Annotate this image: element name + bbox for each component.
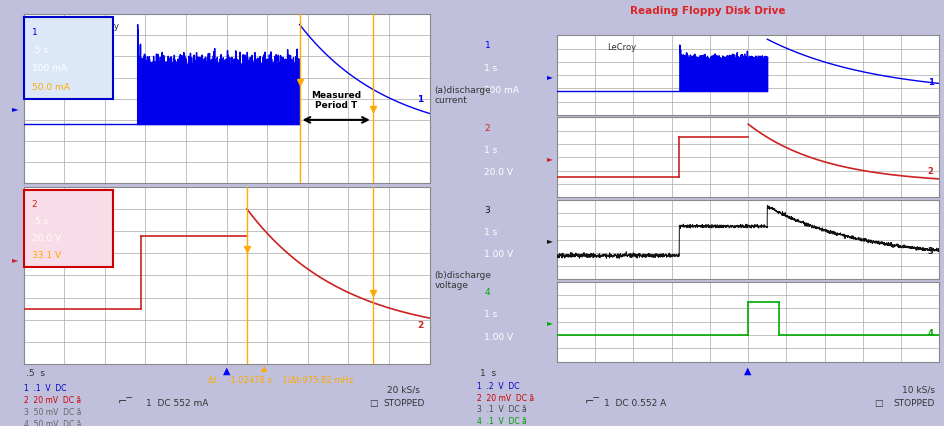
Text: 3: 3 (928, 246, 934, 255)
Text: ▲: ▲ (261, 364, 267, 373)
Text: ⌐‾: ⌐‾ (118, 397, 133, 407)
Text: STOPPED: STOPPED (383, 398, 425, 407)
Text: 33.1 V: 33.1 V (32, 250, 60, 260)
Text: 1 s: 1 s (484, 63, 497, 72)
Text: 1  .1  V  DC: 1 .1 V DC (24, 383, 66, 392)
Text: STOPPED: STOPPED (893, 398, 935, 407)
Text: 100 mA: 100 mA (32, 64, 67, 73)
Text: ►: ► (548, 72, 553, 81)
Text: 1.00 V: 1.00 V (484, 332, 514, 341)
Text: □: □ (369, 398, 378, 407)
Text: 20.0 V: 20.0 V (484, 168, 514, 177)
Text: 3  50 mV  DC ã: 3 50 mV DC ã (24, 407, 81, 416)
Text: ►: ► (548, 153, 553, 162)
Text: 2  20 mV  DC ã: 2 20 mV DC ã (477, 393, 534, 402)
Text: 2: 2 (928, 167, 934, 176)
Text: .5 s: .5 s (32, 46, 48, 55)
Text: 3  .1  V  DC ã: 3 .1 V DC ã (477, 405, 527, 414)
Text: (a)discharge
current: (a)discharge current (434, 86, 491, 105)
Text: 200 mA: 200 mA (484, 86, 519, 95)
Text: 1 s: 1 s (484, 310, 497, 319)
Text: 1: 1 (32, 28, 38, 37)
Text: .5 s: .5 s (32, 217, 48, 226)
Text: ►: ► (12, 254, 19, 263)
Text: LeCroy: LeCroy (607, 43, 636, 52)
Text: 3: 3 (484, 205, 490, 214)
Text: 4  .1  V  DC ã: 4 .1 V DC ã (477, 417, 527, 426)
Text: (b)discharge
voltage: (b)discharge voltage (434, 271, 491, 290)
Text: 1 s: 1 s (484, 227, 497, 236)
Text: □: □ (874, 398, 883, 407)
Text: 20 kS/s: 20 kS/s (387, 385, 420, 394)
Text: ▲: ▲ (223, 365, 230, 375)
Text: 1: 1 (417, 95, 424, 104)
Text: ►: ► (12, 104, 19, 112)
Text: 1  DC 0.552 A: 1 DC 0.552 A (604, 398, 666, 407)
Text: 2  20 mV  DC ã: 2 20 mV DC ã (24, 395, 81, 404)
Text: 4: 4 (928, 328, 934, 337)
Text: 20.0 V: 20.0 V (32, 234, 60, 243)
Text: ▲: ▲ (745, 365, 751, 375)
Text: 1: 1 (484, 41, 490, 50)
Text: 1: 1 (928, 78, 934, 87)
Text: 1  s: 1 s (480, 368, 496, 377)
Text: 1  DC 552 mA: 1 DC 552 mA (146, 398, 209, 407)
Text: Measured
Period T: Measured Period T (312, 91, 362, 110)
Text: LeCroy: LeCroy (89, 22, 120, 31)
Text: 4: 4 (484, 287, 490, 296)
Text: 50.0 mA: 50.0 mA (32, 82, 70, 91)
Text: ►: ► (548, 236, 553, 245)
Text: 2: 2 (417, 320, 424, 329)
Text: ⌐‾: ⌐‾ (585, 397, 600, 407)
Text: .5  s: .5 s (26, 368, 45, 377)
Text: 4  50 mV  DC ã: 4 50 mV DC ã (24, 419, 81, 426)
Text: 1 s: 1 s (484, 146, 497, 155)
Text: 10 kS/s: 10 kS/s (902, 385, 935, 394)
Text: Reading Floppy Disk Drive: Reading Floppy Disk Drive (631, 6, 785, 16)
Text: 2: 2 (32, 200, 38, 209)
FancyBboxPatch shape (24, 191, 113, 267)
Text: 1.00 V: 1.00 V (484, 250, 514, 259)
FancyBboxPatch shape (24, 18, 113, 99)
Text: Δt    -1.02478 s    1/Δt-975.82 mHz: Δt -1.02478 s 1/Δt-975.82 mHz (208, 374, 353, 383)
Text: ►: ► (548, 317, 553, 326)
Text: 2: 2 (484, 123, 490, 132)
Text: 1  .2  V  DC: 1 .2 V DC (477, 381, 519, 390)
